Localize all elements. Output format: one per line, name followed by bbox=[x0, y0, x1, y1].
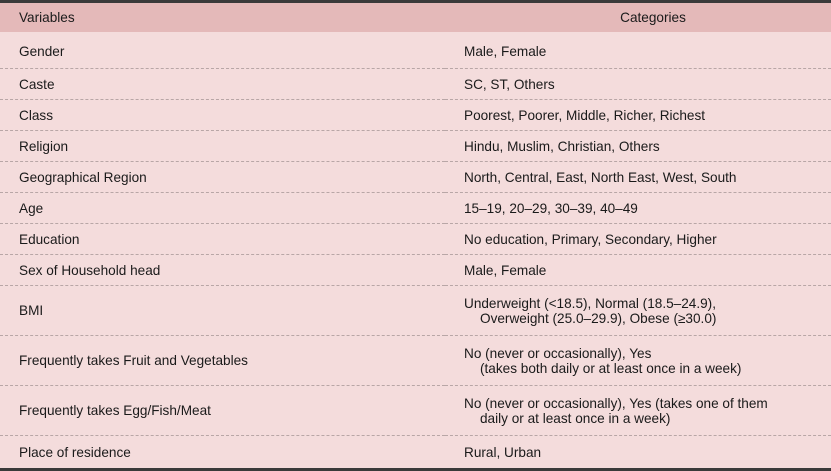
variable-cell: Class bbox=[19, 107, 53, 123]
categories-line: Male, Female bbox=[464, 43, 547, 59]
table-row: Caste SC, ST, Others bbox=[0, 68, 831, 100]
categories-cell: Rural, Urban bbox=[445, 436, 831, 470]
table-row: Frequently takes Fruit and Vegetables No … bbox=[0, 335, 831, 386]
categories-cell: No (never or occasionally), Yes (takes o… bbox=[445, 386, 831, 436]
variable-cell: Age bbox=[19, 200, 44, 216]
categories-line: No (never or occasionally), Yes (takes o… bbox=[464, 395, 768, 411]
variable-cell: BMI bbox=[19, 303, 44, 318]
table-row: Religion Hindu, Muslim, Christian, Others bbox=[0, 130, 831, 162]
table-row: Geographical Region North, Central, East,… bbox=[0, 161, 831, 193]
table-row: Education No education, Primary, Secondar… bbox=[0, 223, 831, 255]
variable-cell: Religion bbox=[19, 138, 69, 154]
categories-line: No (never or occasionally), Yes bbox=[464, 345, 652, 361]
categories-cell: SC, ST, Others bbox=[445, 69, 831, 100]
variable-cell: Frequently takes Fruit and Vegetables bbox=[19, 353, 248, 368]
categories-cell: No (never or occasionally), Yes (takes bo… bbox=[445, 336, 831, 386]
categories-cell: 15–19, 20–29, 30–39, 40–49 bbox=[445, 193, 831, 224]
categories-line: Underweight (<18.5), Normal (18.5–24.9), bbox=[464, 295, 716, 311]
categories-line: SC, ST, Others bbox=[464, 76, 555, 92]
categories-line: North, Central, East, North East, West, … bbox=[464, 169, 737, 185]
variable-cell: Caste bbox=[19, 76, 55, 92]
variable-cell: Sex of Household head bbox=[19, 262, 161, 278]
table-row: Frequently takes Egg/Fish/Meat No (never … bbox=[0, 385, 831, 436]
categories-line: Rural, Urban bbox=[464, 444, 542, 460]
categories-line: daily or at least once in a week) bbox=[480, 410, 671, 426]
table-row: Age 15–19, 20–29, 30–39, 40–49 bbox=[0, 192, 831, 224]
variable-cell: Education bbox=[19, 231, 80, 247]
variable-cell: Gender bbox=[19, 43, 65, 59]
header-variables: Variables bbox=[19, 10, 75, 25]
categories-line: Poorest, Poorer, Middle, Richer, Richest bbox=[464, 107, 706, 123]
variable-cell: Place of residence bbox=[19, 444, 131, 460]
categories-line: Hindu, Muslim, Christian, Others bbox=[464, 138, 660, 154]
categories-cell: Poorest, Poorer, Middle, Richer, Richest bbox=[445, 100, 831, 131]
categories-cell: Underweight (<18.5), Normal (18.5–24.9),… bbox=[445, 286, 831, 336]
header-categories: Categories bbox=[620, 10, 686, 25]
categories-cell: North, Central, East, North East, West, … bbox=[445, 162, 831, 193]
table-row: Class Poorest, Poorer, Middle, Richer, Ri… bbox=[0, 99, 831, 131]
categories-cell: Male, Female bbox=[445, 255, 831, 286]
categories-line: (takes both daily or at least once in a … bbox=[480, 360, 742, 376]
table-row: Sex of Household head Male, Female bbox=[0, 254, 831, 286]
variable-cell: Frequently takes Egg/Fish/Meat bbox=[19, 403, 211, 418]
table-row: Gender Male, Female bbox=[0, 32, 831, 69]
categories-line: Male, Female bbox=[464, 262, 547, 278]
categories-line: Overweight (25.0–29.9), Obese (≥30.0) bbox=[480, 310, 717, 326]
table-row: BMI Underweight (<18.5), Normal (18.5–24.… bbox=[0, 285, 831, 336]
categories-cell: No education, Primary, Secondary, Higher bbox=[445, 224, 831, 255]
categories-cell: Male, Female bbox=[445, 32, 831, 69]
variable-cell: Geographical Region bbox=[19, 169, 147, 185]
categories-line: 15–19, 20–29, 30–39, 40–49 bbox=[464, 200, 638, 216]
table-row: Place of residence Rural, Urban bbox=[0, 435, 831, 470]
header-row: Variables Categories bbox=[0, 1, 831, 32]
categories-cell: Hindu, Muslim, Christian, Others bbox=[445, 131, 831, 162]
categories-line: No education, Primary, Secondary, Higher bbox=[464, 231, 717, 247]
